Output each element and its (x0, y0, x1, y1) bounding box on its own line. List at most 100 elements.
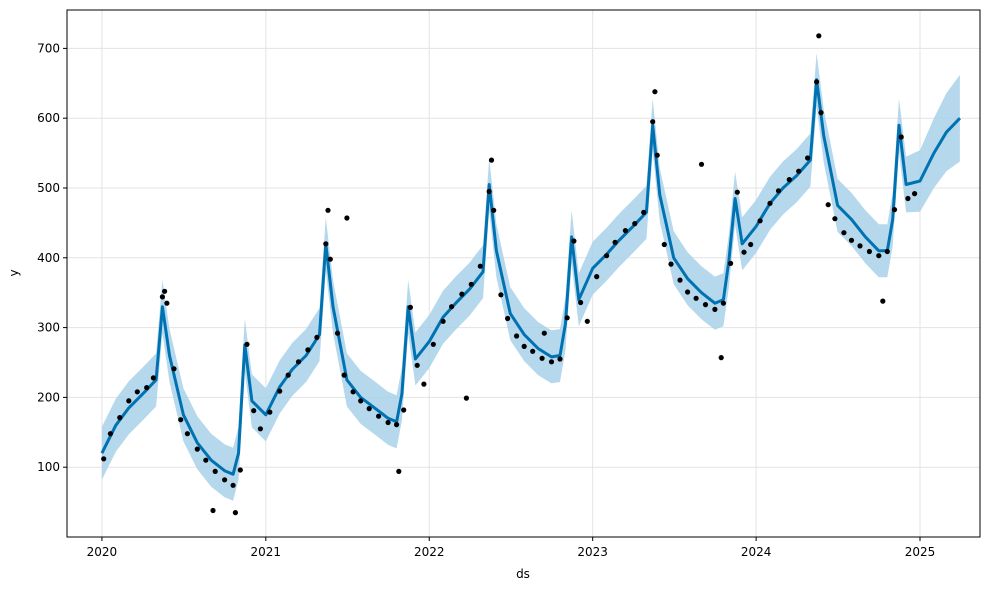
y-tick-label: 600 (37, 111, 60, 125)
observed-point (702, 302, 709, 308)
observed-point (841, 230, 847, 236)
x-tick-label: 2021 (251, 545, 282, 559)
observed-point (548, 359, 555, 365)
x-tick-label: 2020 (87, 545, 118, 559)
observed-point (237, 467, 243, 473)
observed-point (171, 366, 177, 372)
x-tick-label: 2024 (741, 545, 772, 559)
observed-point (101, 456, 107, 462)
observed-point (117, 415, 123, 421)
observed-point (539, 355, 545, 361)
observed-point (407, 304, 413, 310)
observed-point (505, 315, 511, 322)
observed-point (734, 189, 740, 195)
observed-point (541, 330, 547, 336)
observed-point (468, 281, 474, 287)
observed-point (285, 372, 291, 378)
observed-point (107, 431, 113, 437)
observed-point (334, 330, 341, 336)
observed-point (498, 292, 504, 298)
x-tick-label: 2022 (414, 545, 445, 559)
observed-point (491, 207, 497, 213)
observed-point (720, 300, 727, 306)
observed-point (693, 295, 699, 301)
observed-point (144, 385, 150, 391)
observed-point (857, 243, 863, 249)
observed-point (748, 241, 754, 248)
observed-point (178, 417, 184, 423)
observed-point (350, 389, 356, 395)
observed-point (257, 426, 263, 432)
y-tick-label: 200 (37, 390, 60, 404)
observed-point (430, 341, 436, 347)
observed-point (848, 237, 855, 243)
observed-point (818, 110, 824, 116)
observed-point (718, 355, 724, 361)
observed-point (757, 218, 763, 224)
observed-point (698, 161, 705, 167)
observed-point (126, 398, 132, 404)
observed-point (325, 207, 331, 213)
observed-point (295, 359, 302, 365)
observed-point (767, 200, 773, 206)
observed-point (514, 333, 520, 339)
observed-point (825, 202, 831, 208)
observed-point (314, 334, 320, 340)
observed-point (650, 119, 656, 125)
observed-points (101, 33, 918, 516)
observed-point (134, 389, 140, 395)
observed-point (327, 256, 333, 262)
observed-point (898, 134, 904, 140)
observed-point (594, 274, 600, 280)
observed-point (775, 188, 782, 194)
observed-point (654, 152, 660, 158)
observed-point (459, 291, 465, 297)
observed-point (244, 341, 250, 347)
observed-point (661, 241, 667, 248)
observed-point (277, 388, 283, 394)
observed-point (530, 348, 536, 354)
observed-point (251, 408, 257, 414)
observed-point (891, 207, 898, 213)
observed-point (164, 300, 170, 306)
observed-point (905, 195, 911, 202)
observed-point (401, 407, 407, 413)
observed-point (488, 157, 495, 163)
observed-point (641, 209, 647, 215)
observed-point (222, 477, 228, 483)
observed-point (578, 299, 584, 306)
observed-point (385, 419, 391, 426)
observed-point (449, 304, 455, 310)
observed-point (358, 398, 364, 404)
observed-point (366, 406, 372, 412)
y-tick-label: 700 (37, 41, 60, 55)
observed-point (267, 409, 273, 415)
observed-point (571, 238, 577, 244)
observed-point (622, 228, 629, 234)
x-axis-title: ds (516, 567, 530, 581)
observed-point (341, 372, 347, 378)
observed-point (805, 155, 811, 161)
y-tick-label: 300 (37, 321, 60, 335)
observed-point (814, 79, 820, 85)
observed-point (150, 375, 156, 381)
observed-point (677, 277, 683, 283)
observed-point (741, 249, 747, 255)
observed-point (584, 318, 590, 324)
observed-point (305, 347, 311, 353)
observed-point (184, 431, 190, 437)
observed-point (486, 188, 492, 195)
observed-point (632, 221, 638, 227)
observed-point (323, 241, 329, 247)
observed-point (796, 168, 802, 174)
x-tick-label: 2023 (577, 545, 608, 559)
plot-frame (66, 9, 981, 538)
observed-point (604, 253, 610, 259)
observed-point (685, 289, 691, 295)
observed-point (564, 315, 570, 321)
observed-point (212, 468, 218, 474)
y-tick-label: 400 (37, 251, 60, 265)
observed-point (521, 343, 527, 349)
